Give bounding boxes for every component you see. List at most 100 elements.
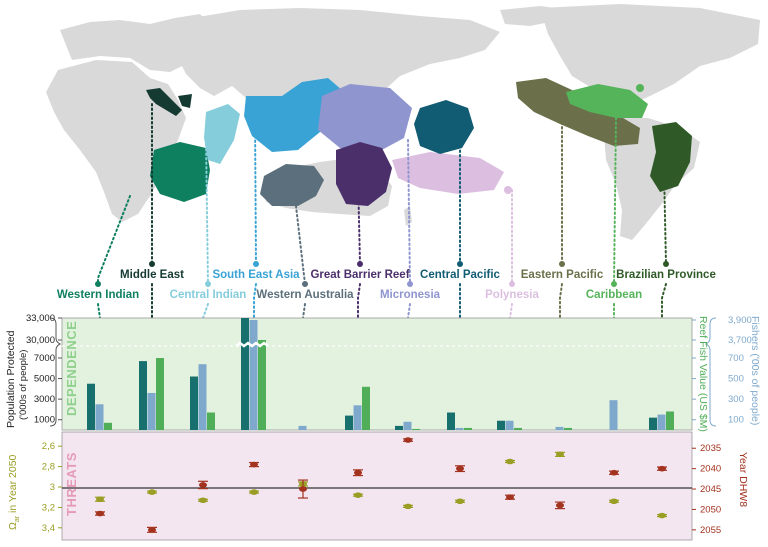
- region-central-pacific: [414, 100, 474, 154]
- tick-label: 2,8: [42, 462, 55, 473]
- tick-label: 2045: [700, 484, 721, 495]
- region-western-indian: [150, 142, 210, 202]
- dhw8-point: [456, 465, 464, 472]
- bar-reef-fish-value: [207, 412, 215, 430]
- land-africa: [46, 60, 186, 222]
- dhw8-point: [556, 502, 564, 509]
- dhw8-point: [148, 527, 156, 533]
- omega-point: [354, 492, 362, 498]
- tick-label: 3: [50, 482, 55, 493]
- region-polynesia-dot: [504, 186, 512, 194]
- tick-label: 2040: [700, 464, 721, 475]
- region-western-australia: [260, 164, 324, 206]
- omega-point: [250, 489, 258, 495]
- leader-dot: [95, 281, 101, 287]
- leader-dot: [407, 281, 413, 287]
- leader-upper: [254, 117, 257, 265]
- tick-label: 7000: [34, 353, 55, 364]
- region-middle-east: [146, 88, 192, 116]
- bar-population-protected: [395, 425, 403, 430]
- threats-left-axis-label: Ωar in Year 2050: [7, 454, 21, 530]
- dependence-left-ticks: 33,000 30,000 7000 5000 3000 1000: [26, 313, 62, 427]
- bar-fishers: [147, 392, 156, 430]
- region-label: Micronesia: [380, 289, 441, 301]
- tick-label: 2050: [700, 504, 721, 515]
- tick-label: 3,900: [728, 315, 752, 326]
- tick-label: 2035: [700, 443, 721, 454]
- dependence-title: DEPENDENCE: [64, 321, 79, 416]
- omega-point: [658, 512, 666, 519]
- bar-fishers: [455, 427, 464, 430]
- bar-fishers: [298, 425, 307, 430]
- dhw8-point: [404, 437, 412, 443]
- region-brazilian-province: [650, 122, 692, 192]
- tick-label: 500: [728, 374, 744, 385]
- dependence-right-axis-label-reef-value: Reef Fish Value (US $M): [697, 316, 709, 432]
- bar-fishers: [353, 405, 362, 430]
- leader-dot: [663, 261, 669, 267]
- dependence-left-axis-sublabel: ('000s of people): [18, 350, 29, 420]
- omega-point: [96, 496, 104, 503]
- bar-fishers: [555, 426, 564, 430]
- tick-label: 5000: [34, 374, 55, 385]
- region-label: Eastern Pacific: [521, 269, 604, 281]
- threats-left-ticks: 2,6 2,8 3 3,2 3,4: [42, 441, 62, 534]
- region-label: Great Barrier Reef: [310, 269, 409, 281]
- bar-reef-fish-value: [666, 411, 674, 430]
- threats-right-axis-label: Year DHW8: [737, 452, 749, 507]
- leader-dot: [302, 281, 308, 287]
- leader-dot: [457, 261, 463, 267]
- omega-point: [148, 489, 156, 495]
- bar-population-protected: [190, 376, 198, 430]
- bar-population-protected: [241, 318, 249, 430]
- region-eastern-pacific: [516, 78, 640, 146]
- dependence-left-axis-label: Population Protected: [5, 330, 17, 428]
- right-brace: [704, 317, 717, 427]
- leader-upper: [295, 205, 306, 285]
- region-south-east-asia: [244, 78, 342, 152]
- leader-upper: [613, 117, 617, 285]
- region-central-indian: [204, 104, 240, 164]
- region-caribbean-dot: [636, 84, 644, 92]
- bar-reef-fish-value: [564, 427, 572, 430]
- region-polynesia: [392, 152, 504, 194]
- leader-dot: [149, 261, 155, 267]
- region-label: Central Indian: [170, 289, 247, 301]
- dhw8-point: [354, 469, 362, 476]
- tick-label: 30,000: [26, 335, 55, 346]
- bar-fishers: [403, 421, 412, 430]
- tick-label: 300: [728, 394, 744, 405]
- bar-reef-fish-value: [258, 340, 266, 430]
- bar-fishers: [505, 420, 514, 430]
- dhw8-point: [506, 494, 514, 501]
- world-map: [46, 4, 760, 240]
- omega-point: [610, 498, 618, 505]
- tick-label: 33,000: [26, 313, 55, 324]
- tick-label: 100: [728, 415, 744, 426]
- region-great-barrier-reef: [336, 142, 392, 206]
- threats-points: [95, 437, 667, 533]
- tick-label: 700: [728, 353, 744, 364]
- bar-fishers: [198, 364, 207, 430]
- region-label: South East Asia: [212, 269, 300, 281]
- land-asia: [176, 8, 500, 118]
- omega-symbol: Ω: [7, 522, 19, 530]
- dhw8-point: [658, 465, 666, 472]
- leader-dot: [509, 281, 515, 287]
- omega-point: [404, 503, 412, 510]
- threats-title: THREATS: [64, 452, 79, 516]
- leader-dot: [357, 261, 363, 267]
- leader-upper: [357, 175, 361, 265]
- tick-label: 2055: [700, 525, 721, 536]
- region-labels: Western Indian Middle East Central Indian S…: [57, 269, 716, 301]
- dependence-right-ticks: 3,900 3,700 700 500 300 100: [692, 315, 752, 427]
- dependence-panel-background: [61, 317, 693, 431]
- bar-reef-fish-value: [156, 358, 164, 430]
- region-caribbean: [566, 84, 648, 118]
- leader-dot: [611, 281, 617, 287]
- dependence-right-axis-label-fishers: Fishers ('00s of people): [749, 316, 761, 425]
- tick-label: 1000: [34, 415, 55, 426]
- dhw8-point: [199, 482, 207, 488]
- tick-label: 3000: [34, 394, 55, 405]
